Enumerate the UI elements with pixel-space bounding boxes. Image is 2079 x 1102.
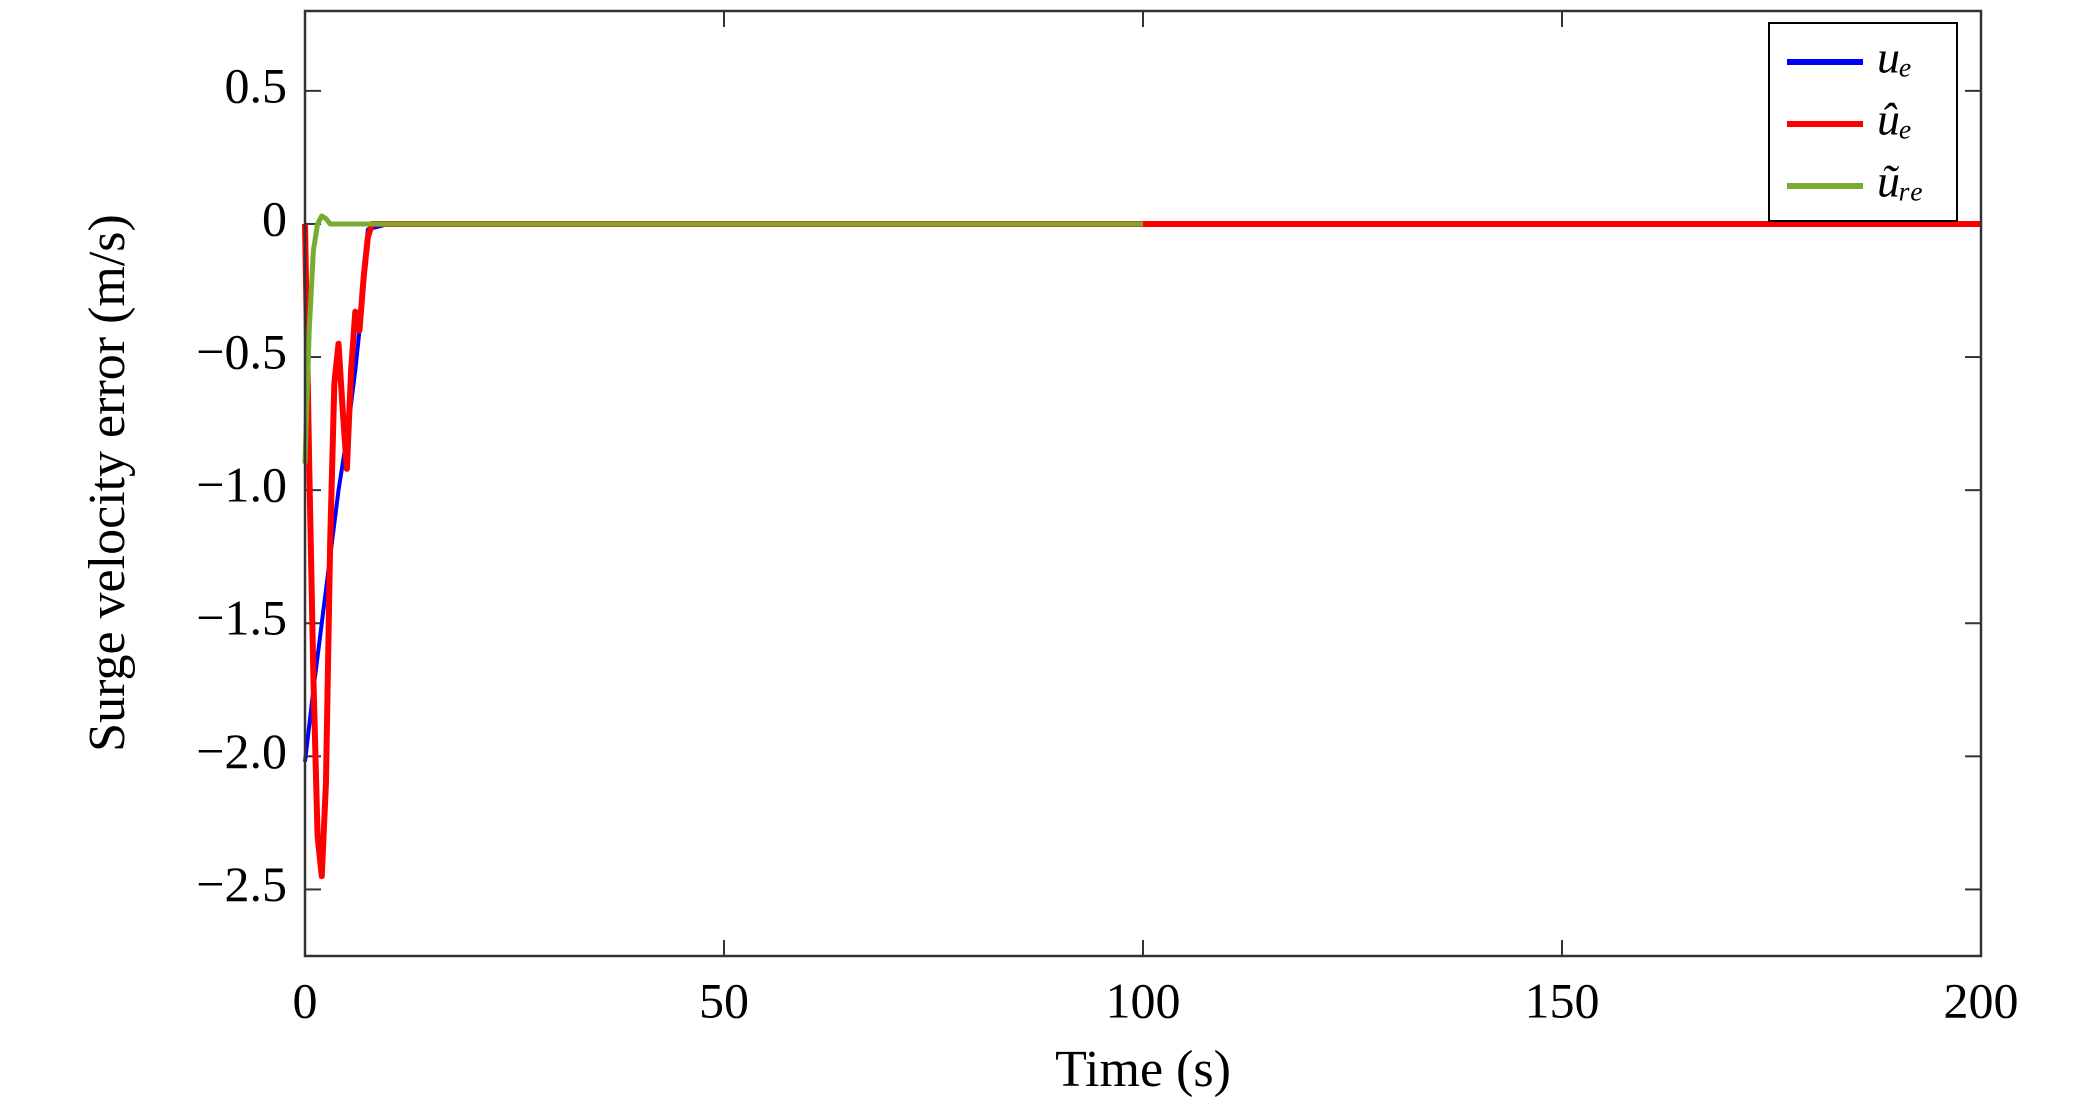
plot-area [305, 11, 1981, 956]
x-tick-label: 50 [699, 972, 749, 1028]
x-tick-label: 200 [1944, 972, 2019, 1028]
x-axis-title: Time (s) [1055, 1041, 1231, 1098]
y-tick-label: −1.0 [196, 457, 287, 513]
y-axis-title: Surge velocity error (m/s) [79, 214, 136, 752]
legend-label: uₑ [1877, 32, 1912, 83]
y-tick-label: −2.0 [196, 723, 287, 779]
y-tick-label: −2.5 [196, 856, 287, 912]
x-tick-label: 100 [1106, 972, 1181, 1028]
y-tick-label: 0 [262, 190, 287, 246]
legend: uₑ ûₑ ũᵣₑ [1768, 22, 1958, 222]
legend-label: ũᵣₑ [1877, 156, 1923, 207]
plot-frame [303, 9, 1983, 958]
x-tick-label: 150 [1525, 972, 1600, 1028]
y-tick-label: 0.5 [225, 57, 288, 113]
y-tick-label: −1.5 [196, 590, 287, 646]
legend-label: ûₑ [1877, 94, 1912, 145]
series-line [302, 213, 1143, 464]
x-tick-label: 0 [293, 972, 318, 1028]
y-tick-label: −0.5 [196, 324, 287, 380]
